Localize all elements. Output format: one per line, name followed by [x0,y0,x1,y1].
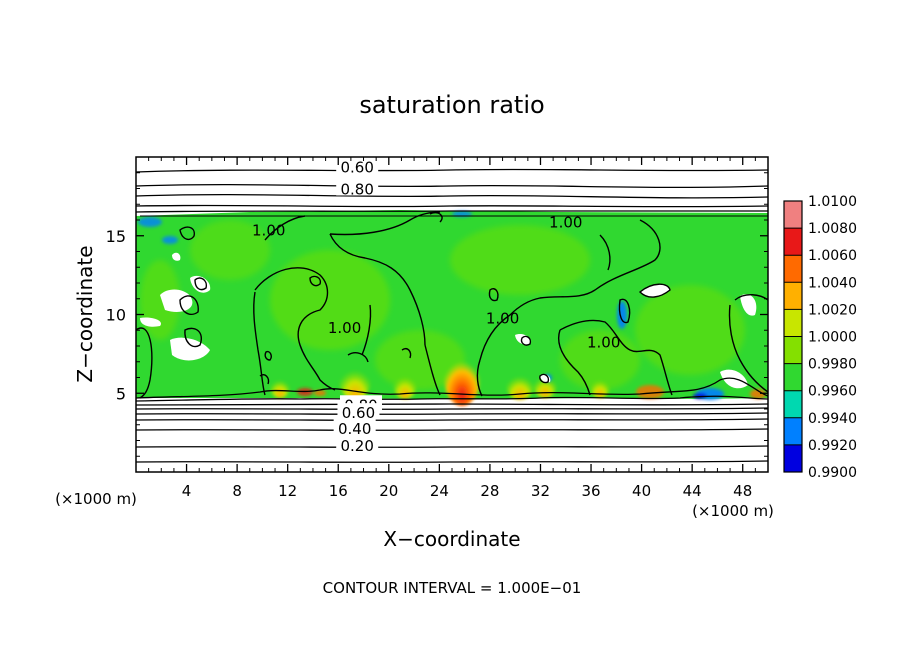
plot-area [136,157,768,472]
contour-label: 0.20 [340,437,373,455]
colorbar-swatch [784,282,802,310]
x-tick-label: 28 [480,482,499,500]
x-tick-label: 4 [182,482,192,500]
colorbar-swatch [784,336,802,365]
contour-label-bg [333,418,376,435]
colorbar-swatch [784,390,802,419]
x-tick-label: 48 [733,482,752,500]
colorbar-swatch [784,309,802,337]
contour-label: 1.00 [252,221,285,239]
x-tick-label: 16 [329,482,348,500]
colorbar-label: 1.0040 [808,275,857,291]
contour-label: 1.00 [549,214,582,232]
colorbar-label: 0.9980 [808,357,857,373]
contour-label-bg [336,436,379,453]
contour-label: 0.60 [340,158,373,176]
y-tick-label: 15 [106,227,126,246]
contour-label: 0.80 [340,181,373,199]
contour-label: 1.00 [587,333,620,351]
colorbar-label: 1.0060 [808,248,857,264]
x-axis-ticks: 4 8 12 16 20 24 28 32 36 40 44 48 [148,157,756,500]
y-tick-label: 5 [116,384,126,403]
colorbar-swatch [784,363,802,392]
colorbar-swatch [784,228,802,256]
x-axis-label: X−coordinate [383,527,520,551]
colorbar-label: 1.0080 [808,221,857,237]
colorbar-label: 0.9920 [808,438,857,454]
colorbar-swatch [784,255,802,283]
y-axis-label: Z−coordinate [73,245,97,382]
contour-label: 1.00 [328,319,361,337]
colorbar-label: 0.9960 [808,384,857,400]
contour-interval-note: CONTOUR INTERVAL = 1.000E−01 [323,579,582,597]
contour-label: 1.00 [486,310,519,328]
contour-labels: 0.600.801.001.001.001.001.000.800.600.40… [252,157,620,455]
x-tick-label: 24 [430,482,449,500]
x-tick-label: 44 [683,482,702,500]
warm-cores [270,350,766,406]
x-tick-label: 36 [581,482,600,500]
contour-label: 0.60 [342,404,375,422]
x-axis-unit: (×1000 m) [692,502,774,520]
x-tick-label: 8 [232,482,242,500]
colorbar-swatch [784,201,802,229]
colorbar-label: 1.0000 [808,330,857,346]
y-axis-unit: (×1000 m) [55,490,137,508]
y-axis-ticks: 5 10 15 [106,172,768,457]
contours-dry [136,168,768,463]
colorbar-label: 1.0020 [808,302,857,318]
colorbar-label: 0.9900 [808,465,857,481]
contour-label: 0.40 [338,420,371,438]
colorbar-swatch [784,444,802,473]
colorbar-label: 0.9940 [808,411,857,427]
y-tick-label: 10 [106,306,126,325]
contour-label-bg [336,157,379,174]
colorbar-label: 1.0100 [808,194,857,210]
x-tick-label: 20 [379,482,398,500]
x-tick-label: 40 [632,482,651,500]
chart-title: saturation ratio [359,91,544,119]
colorbar-swatch [784,417,802,446]
x-tick-label: 12 [278,482,297,500]
contour-label-bg [337,403,380,420]
colorbar: 1.0100 1.0080 1.0060 1.0040 1.0020 1.0000 0.99… [783,194,857,481]
x-tick-label: 32 [531,482,550,500]
contour-label-bg [336,179,379,196]
